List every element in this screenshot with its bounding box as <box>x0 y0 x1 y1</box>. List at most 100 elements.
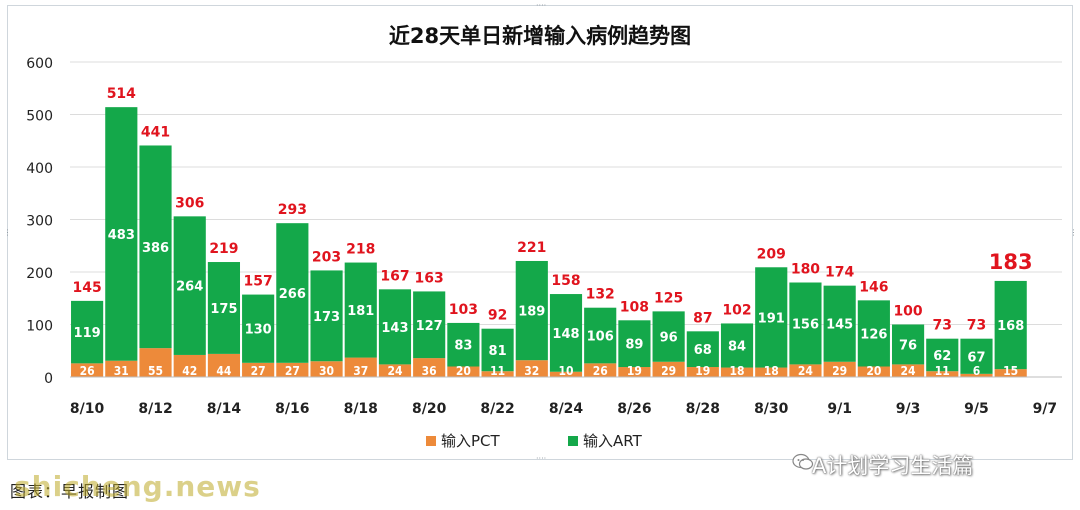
bar-pct <box>139 348 172 377</box>
bar-pct-label: 37 <box>353 364 368 378</box>
bar-pct <box>515 360 548 377</box>
bar-total-label: 73 <box>933 318 952 334</box>
bar-total-label: 293 <box>278 202 307 218</box>
bar-total-label: 180 <box>791 262 820 278</box>
bar-pct-label: 30 <box>319 364 334 378</box>
resize-handle-bottom[interactable]: ···· <box>536 454 547 463</box>
y-tick-label: 400 <box>26 161 53 177</box>
bar-pct <box>857 366 890 377</box>
bar-total-label: 87 <box>693 310 712 326</box>
legend-label: 输入PCT <box>441 432 501 450</box>
bar-pct <box>618 367 651 377</box>
y-tick-label: 500 <box>26 109 53 125</box>
bar-art <box>720 323 754 368</box>
bar-pct <box>686 367 719 377</box>
bar-art <box>105 107 138 361</box>
bar-pct-label: 20 <box>866 364 881 378</box>
bar-total-label: 73 <box>967 318 986 334</box>
bar-total-label: 203 <box>312 249 341 265</box>
bar-total-label: 221 <box>517 240 546 256</box>
bar-total-label: 157 <box>244 274 273 290</box>
bar-total-label: 103 <box>449 302 478 318</box>
bar-pct <box>207 353 241 377</box>
bar-art <box>242 294 275 363</box>
bar-art <box>823 285 856 362</box>
bar-total-label: 145 <box>72 280 101 296</box>
bar-art <box>276 223 309 363</box>
bar-art <box>652 311 685 362</box>
bar-pct <box>344 357 377 377</box>
bar-art-label: 62 <box>933 349 951 364</box>
bar-art <box>413 291 446 359</box>
y-tick-label: 200 <box>26 266 53 282</box>
bar-total-label: 218 <box>346 242 375 258</box>
x-tick-label: 8/22 <box>480 401 514 417</box>
bar-pct-label: 42 <box>182 364 197 378</box>
x-tick-label: 9/3 <box>896 401 921 417</box>
bar-art-label: 181 <box>347 304 374 319</box>
bar-pct <box>173 354 206 377</box>
bar-art <box>515 260 548 361</box>
bar-art <box>891 324 925 365</box>
bar-art <box>926 338 959 372</box>
bar-pct <box>549 371 583 377</box>
bar-art <box>310 270 343 362</box>
bar-total-label: 219 <box>209 241 238 257</box>
bar-pct-label: 29 <box>661 364 676 378</box>
bar-art-label: 173 <box>313 310 340 325</box>
y-tick-label: 100 <box>26 319 53 335</box>
bar-art <box>618 320 651 368</box>
bar-pct <box>823 361 856 377</box>
bar-art <box>173 216 206 355</box>
bar-art <box>755 267 788 368</box>
bar-art-label: 168 <box>997 319 1024 334</box>
bar-pct-label: 27 <box>285 364 300 378</box>
x-tick-label: 8/14 <box>207 401 242 417</box>
bar-pct <box>71 363 104 377</box>
bar-art-label: 175 <box>210 302 237 317</box>
bar-art-label: 191 <box>758 311 785 326</box>
bar-pct <box>413 358 446 377</box>
bar-total-label: 441 <box>141 124 170 140</box>
bar-pct-label: 11 <box>490 364 505 378</box>
x-tick-label: 8/28 <box>686 401 720 417</box>
resize-handle-top[interactable]: ···· <box>536 1 547 10</box>
legend-swatch <box>568 436 578 446</box>
bar-art-label: 106 <box>587 330 614 345</box>
bar-total-label: 125 <box>654 290 683 306</box>
bar-art-label: 483 <box>108 228 135 243</box>
bar-pct <box>994 369 1027 377</box>
bar-pct-label: 6 <box>973 364 981 378</box>
bar-art-label: 148 <box>552 327 579 342</box>
bar-art <box>481 328 514 372</box>
bar-pct-label: 19 <box>695 364 710 378</box>
bar-pct <box>481 371 514 377</box>
bar-pct-label: 26 <box>593 364 608 378</box>
legend-swatch <box>426 436 436 446</box>
bar-art-label: 83 <box>454 339 472 354</box>
bar-pct-label: 19 <box>627 364 642 378</box>
x-tick-label: 8/12 <box>138 401 172 417</box>
bar-art-label: 67 <box>967 350 985 365</box>
source-note: 图表：早报制图 <box>10 482 130 501</box>
bar-pct-label: 10 <box>558 364 573 378</box>
bar-art-label: 89 <box>625 338 643 353</box>
bar-art-label: 130 <box>245 323 272 338</box>
bar-total-label: 108 <box>620 299 649 315</box>
bar-pct-label: 55 <box>148 364 163 378</box>
bar-pct <box>755 367 788 377</box>
bar-pct <box>378 364 412 377</box>
resize-handle-right[interactable]: ⋮ <box>1069 228 1078 237</box>
x-tick-label: 8/30 <box>754 401 789 417</box>
bar-pct-label: 31 <box>114 364 129 378</box>
x-tick-label: 8/26 <box>617 401 651 417</box>
bar-art <box>789 282 822 365</box>
bar-pct <box>584 363 617 377</box>
x-tick-label: 8/16 <box>275 401 309 417</box>
bar-pct <box>242 362 275 377</box>
bar-art-label: 145 <box>826 318 853 333</box>
y-tick-label: 0 <box>44 371 53 387</box>
bar-pct-label: 44 <box>216 364 232 378</box>
bar-pct-label: 24 <box>798 364 814 378</box>
resize-handle-left[interactable]: ⋮ <box>3 228 12 237</box>
